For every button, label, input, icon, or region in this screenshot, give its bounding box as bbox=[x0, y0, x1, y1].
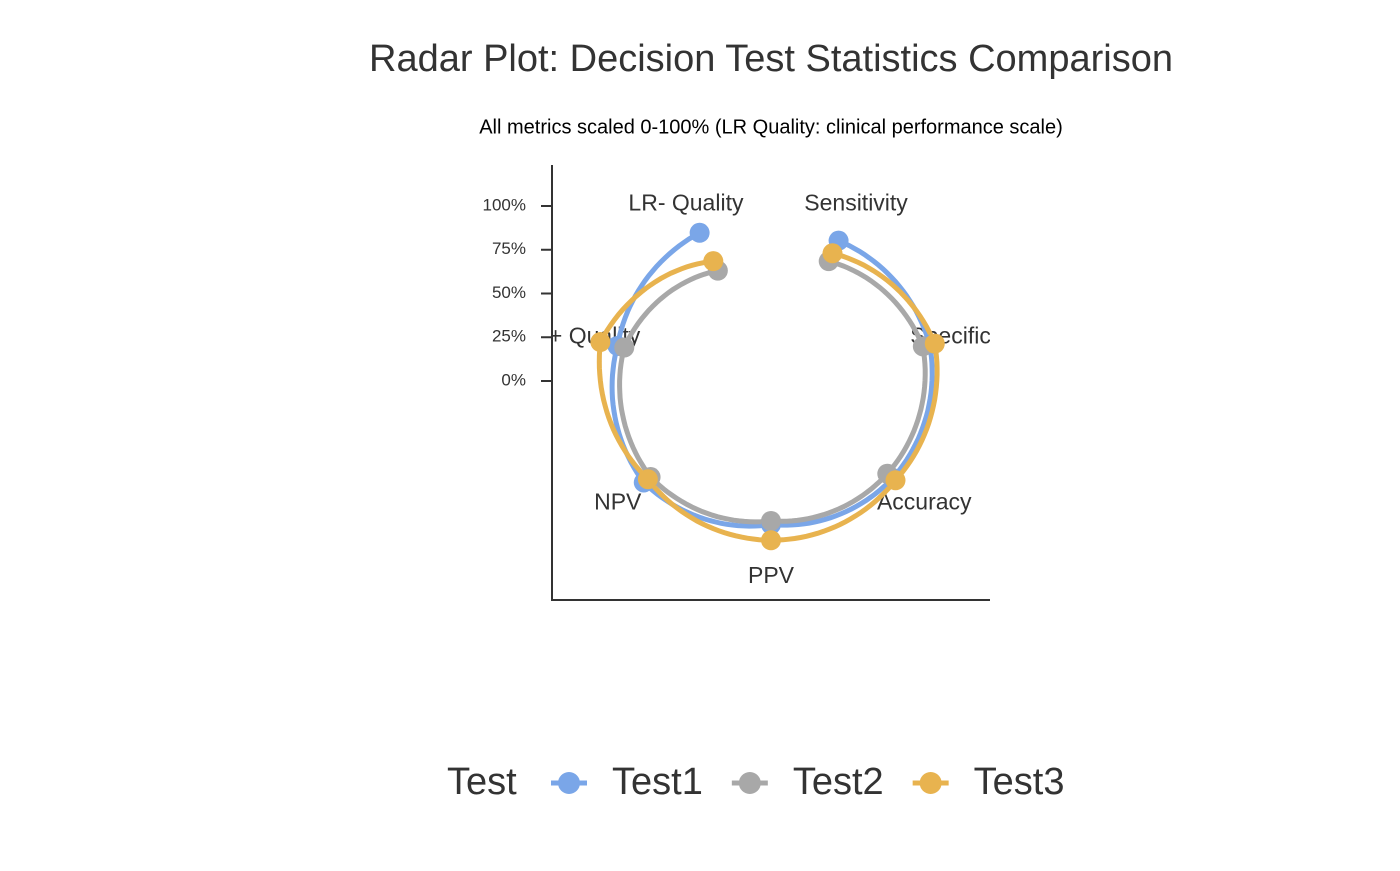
data-point bbox=[924, 333, 945, 354]
y-tick-label: 50% bbox=[492, 283, 526, 302]
category-label: NPV bbox=[594, 488, 642, 514]
legend-title: Test bbox=[447, 761, 517, 803]
data-point bbox=[761, 511, 781, 531]
legend-key-point bbox=[558, 772, 580, 794]
y-tick-label: 100% bbox=[483, 195, 526, 214]
legend-label: Test1 bbox=[612, 761, 703, 803]
data-point bbox=[637, 469, 658, 490]
legend-label: Test3 bbox=[974, 761, 1065, 803]
category-label: PPV bbox=[748, 562, 795, 588]
data-point bbox=[761, 530, 781, 551]
y-tick-label: 25% bbox=[492, 327, 526, 346]
data-point bbox=[822, 243, 843, 264]
category-label: LR- Quality bbox=[628, 189, 744, 215]
legend: Test Test1 Test2 Test3 bbox=[447, 761, 1064, 803]
chart-title: Radar Plot: Decision Test Statistics Com… bbox=[369, 38, 1173, 80]
category-label: Sensitivity bbox=[804, 189, 908, 215]
series-line bbox=[617, 258, 928, 525]
y-tick-label: 0% bbox=[501, 370, 526, 389]
legend-key-point bbox=[738, 772, 761, 794]
chart-subtitle: All metrics scaled 0-100% (LR Quality: c… bbox=[479, 116, 1063, 138]
legend-label: Test2 bbox=[793, 761, 884, 803]
data-point bbox=[885, 470, 906, 491]
data-point bbox=[614, 337, 635, 358]
y-tick-label: 75% bbox=[492, 239, 526, 258]
data-point bbox=[703, 251, 724, 272]
data-point bbox=[590, 332, 611, 353]
legend-key-point bbox=[919, 772, 942, 794]
plot-panel: SensitivitySpecificityAccuracyPPVNPVLR+ … bbox=[552, 189, 990, 588]
category-label: Accuracy bbox=[877, 488, 972, 514]
data-point bbox=[689, 222, 710, 243]
